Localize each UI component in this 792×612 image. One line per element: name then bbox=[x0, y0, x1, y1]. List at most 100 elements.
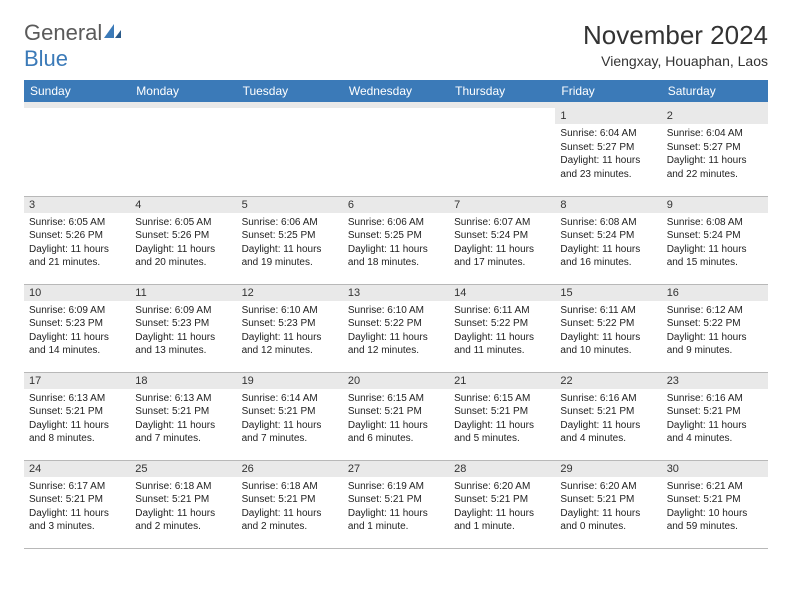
calendar-cell: 7Sunrise: 6:07 AMSunset: 5:24 PMDaylight… bbox=[449, 196, 555, 284]
day-details: Sunrise: 6:20 AMSunset: 5:21 PMDaylight:… bbox=[555, 477, 661, 537]
calendar-cell: 26Sunrise: 6:18 AMSunset: 5:21 PMDayligh… bbox=[237, 460, 343, 548]
logo-sail-icon bbox=[104, 20, 122, 46]
calendar-cell: 19Sunrise: 6:14 AMSunset: 5:21 PMDayligh… bbox=[237, 372, 343, 460]
day-details: Sunrise: 6:13 AMSunset: 5:21 PMDaylight:… bbox=[130, 389, 236, 449]
day-details: Sunrise: 6:04 AMSunset: 5:27 PMDaylight:… bbox=[662, 124, 768, 184]
day-number: 12 bbox=[237, 285, 343, 301]
calendar-cell: 5Sunrise: 6:06 AMSunset: 5:25 PMDaylight… bbox=[237, 196, 343, 284]
day-details: Sunrise: 6:07 AMSunset: 5:24 PMDaylight:… bbox=[449, 213, 555, 273]
day-number: 1 bbox=[555, 108, 661, 124]
calendar-cell: 1Sunrise: 6:04 AMSunset: 5:27 PMDaylight… bbox=[555, 108, 661, 196]
calendar-cell: 28Sunrise: 6:20 AMSunset: 5:21 PMDayligh… bbox=[449, 460, 555, 548]
day-number: 27 bbox=[343, 461, 449, 477]
day-details: Sunrise: 6:05 AMSunset: 5:26 PMDaylight:… bbox=[130, 213, 236, 273]
day-details: Sunrise: 6:09 AMSunset: 5:23 PMDaylight:… bbox=[130, 301, 236, 361]
calendar-cell bbox=[343, 108, 449, 196]
calendar-cell: 27Sunrise: 6:19 AMSunset: 5:21 PMDayligh… bbox=[343, 460, 449, 548]
day-number: 23 bbox=[662, 373, 768, 389]
calendar-cell bbox=[24, 108, 130, 196]
calendar-table: SundayMondayTuesdayWednesdayThursdayFrid… bbox=[24, 80, 768, 549]
calendar-cell: 20Sunrise: 6:15 AMSunset: 5:21 PMDayligh… bbox=[343, 372, 449, 460]
calendar-row: 10Sunrise: 6:09 AMSunset: 5:23 PMDayligh… bbox=[24, 284, 768, 372]
weekday-header: Monday bbox=[130, 80, 236, 102]
logo-text-2: Blue bbox=[24, 46, 68, 71]
weekday-header: Saturday bbox=[662, 80, 768, 102]
day-number: 15 bbox=[555, 285, 661, 301]
day-number: 16 bbox=[662, 285, 768, 301]
calendar-row: 3Sunrise: 6:05 AMSunset: 5:26 PMDaylight… bbox=[24, 196, 768, 284]
calendar-cell: 2Sunrise: 6:04 AMSunset: 5:27 PMDaylight… bbox=[662, 108, 768, 196]
day-details: Sunrise: 6:04 AMSunset: 5:27 PMDaylight:… bbox=[555, 124, 661, 184]
day-number: 2 bbox=[662, 108, 768, 124]
day-details: Sunrise: 6:06 AMSunset: 5:25 PMDaylight:… bbox=[237, 213, 343, 273]
day-details: Sunrise: 6:05 AMSunset: 5:26 PMDaylight:… bbox=[24, 213, 130, 273]
calendar-cell: 12Sunrise: 6:10 AMSunset: 5:23 PMDayligh… bbox=[237, 284, 343, 372]
weekday-header: Friday bbox=[555, 80, 661, 102]
calendar-cell bbox=[130, 108, 236, 196]
day-number: 18 bbox=[130, 373, 236, 389]
calendar-cell bbox=[237, 108, 343, 196]
day-details: Sunrise: 6:18 AMSunset: 5:21 PMDaylight:… bbox=[130, 477, 236, 537]
day-number: 19 bbox=[237, 373, 343, 389]
day-number: 21 bbox=[449, 373, 555, 389]
calendar-cell: 15Sunrise: 6:11 AMSunset: 5:22 PMDayligh… bbox=[555, 284, 661, 372]
day-number: 14 bbox=[449, 285, 555, 301]
month-title: November 2024 bbox=[583, 20, 768, 51]
day-details: Sunrise: 6:09 AMSunset: 5:23 PMDaylight:… bbox=[24, 301, 130, 361]
day-number: 22 bbox=[555, 373, 661, 389]
location: Viengxay, Houaphan, Laos bbox=[583, 53, 768, 69]
calendar-cell: 21Sunrise: 6:15 AMSunset: 5:21 PMDayligh… bbox=[449, 372, 555, 460]
calendar-cell: 22Sunrise: 6:16 AMSunset: 5:21 PMDayligh… bbox=[555, 372, 661, 460]
day-details: Sunrise: 6:08 AMSunset: 5:24 PMDaylight:… bbox=[662, 213, 768, 273]
calendar-cell: 24Sunrise: 6:17 AMSunset: 5:21 PMDayligh… bbox=[24, 460, 130, 548]
day-details: Sunrise: 6:15 AMSunset: 5:21 PMDaylight:… bbox=[343, 389, 449, 449]
weekday-header: Tuesday bbox=[237, 80, 343, 102]
day-details: Sunrise: 6:18 AMSunset: 5:21 PMDaylight:… bbox=[237, 477, 343, 537]
day-number: 30 bbox=[662, 461, 768, 477]
logo-text: GeneralBlue bbox=[24, 20, 122, 72]
calendar-cell: 4Sunrise: 6:05 AMSunset: 5:26 PMDaylight… bbox=[130, 196, 236, 284]
day-details: Sunrise: 6:11 AMSunset: 5:22 PMDaylight:… bbox=[449, 301, 555, 361]
day-number: 24 bbox=[24, 461, 130, 477]
calendar-cell: 8Sunrise: 6:08 AMSunset: 5:24 PMDaylight… bbox=[555, 196, 661, 284]
day-number: 29 bbox=[555, 461, 661, 477]
calendar-cell: 25Sunrise: 6:18 AMSunset: 5:21 PMDayligh… bbox=[130, 460, 236, 548]
day-details: Sunrise: 6:10 AMSunset: 5:23 PMDaylight:… bbox=[237, 301, 343, 361]
day-number: 5 bbox=[237, 197, 343, 213]
calendar-cell: 11Sunrise: 6:09 AMSunset: 5:23 PMDayligh… bbox=[130, 284, 236, 372]
day-details: Sunrise: 6:13 AMSunset: 5:21 PMDaylight:… bbox=[24, 389, 130, 449]
calendar-cell: 29Sunrise: 6:20 AMSunset: 5:21 PMDayligh… bbox=[555, 460, 661, 548]
calendar-cell bbox=[449, 108, 555, 196]
day-details: Sunrise: 6:10 AMSunset: 5:22 PMDaylight:… bbox=[343, 301, 449, 361]
day-number: 13 bbox=[343, 285, 449, 301]
weekday-header-row: SundayMondayTuesdayWednesdayThursdayFrid… bbox=[24, 80, 768, 102]
calendar-row: 17Sunrise: 6:13 AMSunset: 5:21 PMDayligh… bbox=[24, 372, 768, 460]
day-number: 25 bbox=[130, 461, 236, 477]
day-details: Sunrise: 6:12 AMSunset: 5:22 PMDaylight:… bbox=[662, 301, 768, 361]
weekday-header: Wednesday bbox=[343, 80, 449, 102]
calendar-cell: 13Sunrise: 6:10 AMSunset: 5:22 PMDayligh… bbox=[343, 284, 449, 372]
day-details: Sunrise: 6:16 AMSunset: 5:21 PMDaylight:… bbox=[555, 389, 661, 449]
title-block: November 2024 Viengxay, Houaphan, Laos bbox=[583, 20, 768, 69]
day-number: 6 bbox=[343, 197, 449, 213]
header: GeneralBlue November 2024 Viengxay, Houa… bbox=[24, 20, 768, 72]
day-number: 9 bbox=[662, 197, 768, 213]
day-number: 10 bbox=[24, 285, 130, 301]
day-number: 3 bbox=[24, 197, 130, 213]
calendar-cell: 3Sunrise: 6:05 AMSunset: 5:26 PMDaylight… bbox=[24, 196, 130, 284]
day-details: Sunrise: 6:16 AMSunset: 5:21 PMDaylight:… bbox=[662, 389, 768, 449]
day-number: 28 bbox=[449, 461, 555, 477]
day-number: 8 bbox=[555, 197, 661, 213]
weekday-header: Thursday bbox=[449, 80, 555, 102]
logo: GeneralBlue bbox=[24, 20, 122, 72]
calendar-cell: 18Sunrise: 6:13 AMSunset: 5:21 PMDayligh… bbox=[130, 372, 236, 460]
day-details: Sunrise: 6:15 AMSunset: 5:21 PMDaylight:… bbox=[449, 389, 555, 449]
day-details: Sunrise: 6:11 AMSunset: 5:22 PMDaylight:… bbox=[555, 301, 661, 361]
day-number: 20 bbox=[343, 373, 449, 389]
calendar-cell: 6Sunrise: 6:06 AMSunset: 5:25 PMDaylight… bbox=[343, 196, 449, 284]
calendar-cell: 10Sunrise: 6:09 AMSunset: 5:23 PMDayligh… bbox=[24, 284, 130, 372]
day-number: 7 bbox=[449, 197, 555, 213]
day-details: Sunrise: 6:14 AMSunset: 5:21 PMDaylight:… bbox=[237, 389, 343, 449]
day-number: 26 bbox=[237, 461, 343, 477]
logo-text-1: General bbox=[24, 20, 102, 45]
